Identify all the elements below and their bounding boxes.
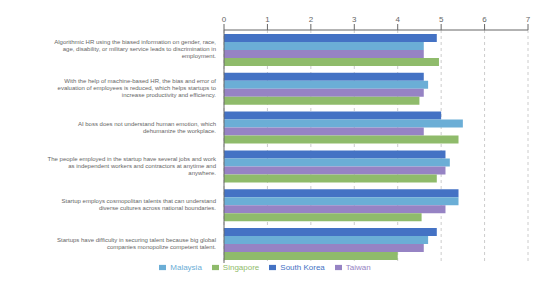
svg-text:With the help of machine-based: With the help of machine-based HR, the b… bbox=[58, 78, 217, 98]
svg-text:0: 0 bbox=[222, 15, 227, 24]
svg-text:4: 4 bbox=[395, 15, 400, 24]
svg-text:7: 7 bbox=[526, 15, 531, 24]
html-text:Malaysia: Malaysia bbox=[170, 263, 202, 272]
svg-text:5: 5 bbox=[439, 15, 444, 24]
svg-text:Algorithmic HR using the biase: Algorithmic HR using the biased informat… bbox=[54, 39, 216, 59]
svg-text:6: 6 bbox=[482, 15, 487, 24]
svg-text:1: 1 bbox=[265, 15, 270, 24]
svg-text:Startup employs cosmopolitan t: Startup employs cosmopolitan talents tha… bbox=[62, 198, 217, 211]
html-text:Singapore: Singapore bbox=[222, 263, 260, 272]
svg-text:2: 2 bbox=[309, 15, 314, 24]
svg-text:AI boss does not understand hu: AI boss does not understand human emotio… bbox=[78, 121, 216, 134]
svg-text:3: 3 bbox=[352, 15, 357, 24]
html-text:South Korea: South Korea bbox=[280, 263, 325, 272]
svg-text:Startups have difficulty in se: Startups have difficulty in securing tal… bbox=[57, 237, 216, 250]
svg-text:The people employed in the sta: The people employed in the startup have … bbox=[48, 156, 217, 176]
html-text:Taiwan: Taiwan bbox=[345, 263, 371, 272]
